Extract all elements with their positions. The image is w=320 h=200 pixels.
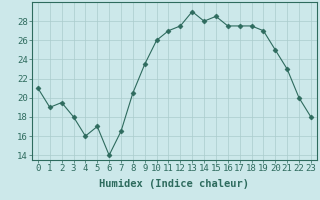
X-axis label: Humidex (Indice chaleur): Humidex (Indice chaleur) <box>100 179 249 189</box>
